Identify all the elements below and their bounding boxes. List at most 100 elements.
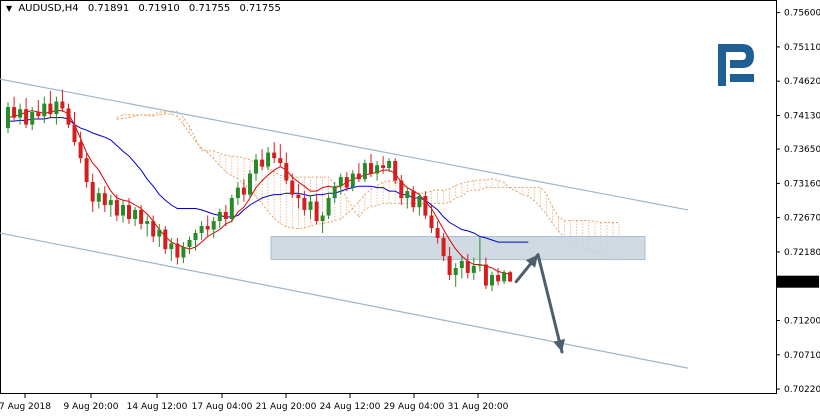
candle-body	[248, 173, 252, 195]
forecast-arrow-down-head	[553, 338, 565, 352]
candle-body	[211, 221, 216, 230]
candle-body	[290, 180, 295, 195]
candle-body	[435, 228, 440, 238]
candle-body	[6, 107, 10, 129]
x-tick-label: 9 Aug 20:00	[64, 402, 119, 412]
forecast-arrow-down	[536, 253, 564, 354]
candle-body	[42, 103, 47, 117]
candle-body	[139, 209, 144, 224]
candle-body	[18, 109, 23, 118]
y-tick-label: 0.72180	[784, 248, 820, 258]
candle-body	[405, 191, 410, 199]
candle-body	[205, 226, 210, 230]
x-tick-label: 7 Aug 2018	[0, 402, 51, 412]
candles	[6, 89, 513, 292]
candle-body	[163, 229, 168, 250]
price-axis: 0.75600 0.75110 0.74620 0.74130 0.73650 0.731…	[776, 9, 820, 395]
candle-body	[193, 233, 198, 240]
candle-body	[266, 152, 271, 167]
candle-body	[223, 212, 228, 219]
candle-body	[36, 112, 41, 117]
current-price-tag: 0.71755	[777, 275, 819, 288]
candle-body	[121, 205, 125, 216]
candle-body	[241, 187, 246, 195]
y-tick-label: 0.70220	[784, 385, 820, 395]
forecast-arrow-up-head	[525, 254, 538, 268]
candle-body	[296, 194, 301, 199]
candle-body	[72, 124, 77, 143]
candle-body	[453, 268, 458, 275]
x-tick-label: 17 Aug 04:00	[192, 402, 253, 412]
senkou-span-a	[116, 113, 620, 259]
candle-body	[24, 109, 29, 125]
candle-body	[320, 215, 325, 222]
candle-body	[108, 200, 113, 205]
candle-body	[187, 240, 192, 247]
candle-body	[60, 101, 65, 109]
candle-body	[350, 173, 355, 188]
candle-body	[447, 256, 452, 275]
candle-body	[30, 112, 35, 125]
plot-area-border	[0, 0, 777, 394]
candle-body	[284, 163, 289, 181]
candle-body	[48, 103, 53, 115]
candle-body	[399, 180, 404, 199]
candle-body	[235, 187, 240, 199]
broker-r-logo-icon	[718, 44, 754, 86]
price-tag-background	[777, 275, 819, 288]
candle-body	[459, 261, 464, 268]
y-tick-label: 0.75110	[784, 43, 820, 53]
candle-body	[54, 101, 59, 115]
senkou-span-b	[116, 110, 619, 223]
candle-body	[181, 247, 186, 258]
candle-body	[417, 196, 422, 208]
channel-lower-line	[0, 232, 689, 369]
candle-body	[217, 212, 222, 222]
candle-body	[308, 201, 313, 210]
forecast-arrows	[514, 253, 565, 354]
open-value: 0.71891	[87, 3, 130, 14]
symbol-label: AUDUSD,H4	[18, 3, 79, 14]
candle-body	[260, 159, 265, 167]
x-tick-label: 21 Aug 20:00	[256, 402, 317, 412]
candle-body	[496, 275, 501, 282]
candle-body	[326, 198, 331, 216]
resistance-zone	[270, 236, 646, 261]
y-tick-label: 0.74130	[784, 112, 820, 122]
candle-body	[344, 177, 349, 188]
candle-body	[411, 191, 416, 208]
x-tick-label: 29 Aug 04:00	[384, 402, 445, 412]
candle-body	[362, 163, 367, 180]
candle-body	[508, 272, 513, 282]
x-tick-label: 14 Aug 12:00	[127, 402, 188, 412]
candle-body	[175, 243, 180, 258]
high-value: 0.71910	[138, 3, 180, 14]
candle-body	[157, 229, 162, 237]
candle-body	[369, 163, 373, 174]
candle-body	[66, 108, 71, 125]
candle-body	[151, 221, 156, 237]
dropdown-triangle-icon[interactable]: ▼	[6, 4, 13, 13]
y-tick-label: 0.73650	[784, 145, 820, 155]
channel-upper-line	[0, 78, 689, 211]
candle-body	[375, 165, 380, 174]
kijun-sen-line	[8, 117, 529, 243]
candle-body	[356, 173, 361, 180]
candle-body	[199, 226, 204, 233]
low-value: 0.71755	[188, 3, 231, 14]
candle-body	[254, 159, 258, 174]
chart-header: ▼ AUDUSD,H4 0.71891 0.71910 0.71755 0.71…	[6, 3, 287, 14]
candle-body	[96, 193, 101, 202]
candle-body	[387, 161, 392, 168]
y-tick-label: 0.72670	[784, 214, 820, 224]
candle-body	[278, 158, 283, 164]
candle-body	[84, 158, 89, 182]
candle-body	[78, 142, 83, 159]
time-axis: 7 Aug 2018 9 Aug 20:00 14 Aug 12:00 17 Aug …	[0, 394, 509, 412]
y-tick-label: 0.75600	[784, 9, 820, 19]
candle-body	[302, 198, 307, 210]
candle-body	[490, 275, 494, 286]
y-tick-label: 0.71200	[784, 317, 820, 327]
candle-body	[393, 161, 398, 181]
